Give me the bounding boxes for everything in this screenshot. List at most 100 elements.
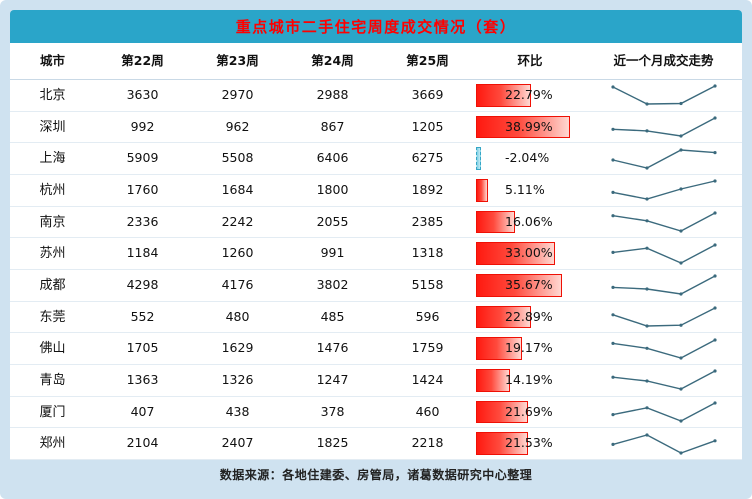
wow-cell: 35.67% xyxy=(475,270,585,301)
trend-cell xyxy=(585,238,742,269)
city-cell: 成都 xyxy=(39,277,66,293)
week24-cell: 378 xyxy=(320,403,345,419)
sparkline-chart xyxy=(610,274,717,296)
week25-cell: 1205 xyxy=(411,118,444,134)
week23-cell: 1326 xyxy=(221,372,254,388)
city-cell: 青岛 xyxy=(39,372,66,388)
table-header-row: 城市 第22周 第23周 第24周 第25周 环比 近一个月成交走势 xyxy=(10,43,742,80)
table-row: 东莞 552 480 485 596 22.89% xyxy=(10,302,742,334)
table-footer: 数据来源：各地住建委、房管局，诸葛数据研究中心整理 xyxy=(10,460,742,489)
city-cell: 上海 xyxy=(39,151,66,167)
col-header-week24: 第24周 xyxy=(311,52,354,68)
week24-cell: 1800 xyxy=(316,182,349,198)
week23-cell: 1260 xyxy=(221,245,254,261)
wow-value: 5.11% xyxy=(505,182,545,198)
table-row: 杭州 1760 1684 1800 1892 5.11% xyxy=(10,175,742,207)
city-cell: 深圳 xyxy=(39,119,66,135)
week24-cell: 2988 xyxy=(316,87,349,103)
wow-value: 21.53% xyxy=(505,435,553,451)
city-cell: 东莞 xyxy=(39,309,66,325)
col-header-wow: 环比 xyxy=(517,52,543,68)
week23-cell: 2970 xyxy=(221,87,254,103)
trend-cell xyxy=(585,270,742,301)
wow-cell: 38.99% xyxy=(475,112,585,143)
week25-cell: 1424 xyxy=(411,372,444,388)
sparkline-chart xyxy=(610,433,717,455)
week22-cell: 992 xyxy=(130,118,155,134)
week22-cell: 407 xyxy=(130,403,155,419)
week24-cell: 867 xyxy=(320,118,345,134)
week25-cell: 1759 xyxy=(411,340,444,356)
sparkline-chart xyxy=(610,401,717,423)
week22-cell: 1363 xyxy=(126,372,159,388)
week25-cell: 596 xyxy=(415,308,440,324)
week24-cell: 1476 xyxy=(316,340,349,356)
wow-data-bar xyxy=(476,432,528,456)
trend-cell xyxy=(585,207,742,238)
wow-data-bar xyxy=(476,337,522,361)
table-row: 郑州 2104 2407 1825 2218 21.53% xyxy=(10,428,742,461)
table-row: 南京 2336 2242 2055 2385 16.06% xyxy=(10,207,742,239)
week24-cell: 485 xyxy=(320,308,345,324)
sparkline-chart xyxy=(610,148,717,170)
trend-cell xyxy=(585,428,742,459)
table-row: 苏州 1184 1260 991 1318 33.00% xyxy=(10,238,742,271)
table-row: 深圳 992 962 867 1205 38.99% xyxy=(10,112,742,144)
week25-cell: 6275 xyxy=(411,150,444,166)
wow-data-bar xyxy=(476,242,556,266)
city-cell: 南京 xyxy=(39,214,66,230)
week24-cell: 1825 xyxy=(316,435,349,451)
wow-data-bar xyxy=(476,115,570,139)
title-bar: 重点城市二手住宅周度成交情况（套） xyxy=(10,10,742,43)
sparkline-chart xyxy=(610,369,717,391)
wow-value: -2.04% xyxy=(505,150,550,166)
week25-cell: 3669 xyxy=(411,87,444,103)
wow-data-bar xyxy=(476,274,562,297)
data-table: 城市 第22周 第23周 第24周 第25周 环比 近一个月成交走势 北京 36… xyxy=(10,43,742,461)
city-cell: 苏州 xyxy=(39,246,66,262)
trend-cell xyxy=(585,175,742,206)
table-row: 青岛 1363 1326 1247 1424 14.19% xyxy=(10,365,742,397)
sparkline-chart xyxy=(610,211,717,233)
wow-cell: 22.89% xyxy=(475,302,585,333)
week23-cell: 4176 xyxy=(221,277,254,293)
week22-cell: 3630 xyxy=(126,87,159,103)
trend-cell xyxy=(585,80,742,111)
col-header-week25: 第25周 xyxy=(406,52,449,68)
wow-data-bar xyxy=(476,147,481,171)
table-row: 成都 4298 4176 3802 5158 35.67% xyxy=(10,270,742,302)
wow-cell: 22.79% xyxy=(475,80,585,111)
wow-value: 35.67% xyxy=(505,277,553,293)
trend-cell xyxy=(585,302,742,333)
wow-value: 22.79% xyxy=(505,87,553,103)
data-source-text: 数据来源：各地住建委、房管局，诸葛数据研究中心整理 xyxy=(219,468,533,482)
week25-cell: 2385 xyxy=(411,213,444,229)
wow-cell: 33.00% xyxy=(475,238,585,269)
wow-data-bar xyxy=(476,210,515,234)
sparkline-chart xyxy=(610,84,717,106)
table-body: 北京 3630 2970 2988 3669 22.79% 深圳 992 962… xyxy=(10,80,742,461)
week23-cell: 1684 xyxy=(221,182,254,198)
city-cell: 郑州 xyxy=(39,436,66,452)
week24-cell: 3802 xyxy=(316,277,349,293)
week22-cell: 1184 xyxy=(126,245,159,261)
week23-cell: 962 xyxy=(225,118,250,134)
city-cell: 北京 xyxy=(39,87,66,103)
week24-cell: 6406 xyxy=(316,150,349,166)
week22-cell: 4298 xyxy=(126,277,159,293)
sparkline-chart xyxy=(610,306,717,328)
week24-cell: 2055 xyxy=(316,213,349,229)
wow-value: 38.99% xyxy=(505,118,553,134)
col-header-week23: 第23周 xyxy=(216,52,259,68)
trend-cell xyxy=(585,365,742,396)
table-row: 佛山 1705 1629 1476 1759 19.17% xyxy=(10,333,742,366)
week25-cell: 460 xyxy=(415,403,440,419)
wow-value: 16.06% xyxy=(505,213,553,229)
table-row: 上海 5909 5508 6406 6275 -2.04% xyxy=(10,143,742,176)
table-row: 北京 3630 2970 2988 3669 22.79% xyxy=(10,80,742,112)
wow-cell: 19.17% xyxy=(475,333,585,364)
trend-cell xyxy=(585,143,742,174)
sparkline-chart xyxy=(610,243,717,265)
wow-cell: 21.53% xyxy=(475,428,585,459)
city-cell: 杭州 xyxy=(39,182,66,198)
